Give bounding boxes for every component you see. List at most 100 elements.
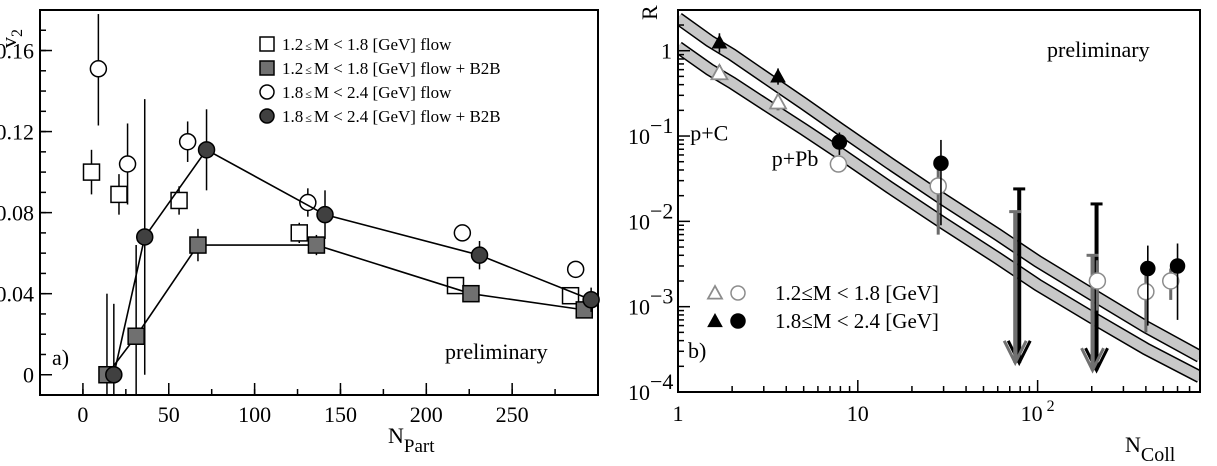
x-tick-base: 1 [673,401,684,426]
legend-label-low: 1.8 [282,83,303,102]
legend-label-le: ≤ [305,39,312,53]
y-tick-base: 10 [628,380,650,405]
data-point [770,68,786,83]
y-tick-label: 0.12 [0,120,34,145]
legend-label-le: ≤ [305,63,312,77]
x-tick-label: 10 2 [1021,398,1055,426]
x-tick-base: 10 [847,401,869,426]
data-point [135,228,154,246]
x-axis-label-sub: Part [404,436,435,457]
data-point [462,284,480,303]
data-point [566,260,585,279]
x-axis-label-main: N [1125,432,1141,457]
series-b-1 [711,33,786,85]
data-point [1088,272,1107,290]
legend-marker [707,312,723,328]
preliminary-label: preliminary [1047,37,1150,62]
x-tick-label: 100 [238,402,271,427]
collision-system-label: p+C [690,121,728,146]
y-tick-label: 10 [628,295,650,320]
data-point [1161,272,1180,290]
x-tick-label: 50 [158,402,180,427]
y-tick-base: 10 [628,209,650,234]
legend-marker [730,285,746,301]
y-tick-label: 0 [23,363,34,388]
y-tick-base: 1 [661,39,672,64]
data-point [831,134,848,150]
x-tick-label: 200 [410,402,443,427]
data-point [82,163,101,181]
data-point [1137,282,1155,301]
preliminary-label: preliminary [445,339,548,364]
series-b-3 [831,132,1186,326]
y-tick-label: 10 [628,124,650,149]
data-point [768,92,788,110]
data-point [1140,260,1156,277]
series-0 [82,149,580,305]
legend: 1.2≤M < 1.8 [GeV] 1.8≤M < 2.4 [GeV] [706,281,939,333]
series-3 [105,99,600,394]
data-point [829,155,848,173]
x-tick-exp: 2 [1047,398,1055,415]
y-tick-exp: −4 [650,369,673,394]
limit-head [1006,340,1032,367]
plot-frame [677,9,1201,393]
legend-label: 1.8 ≤ M < 2.4 [GeV] flow [282,83,452,102]
y-tick-label: 1 [661,39,672,64]
y-tick-exp-value: −4 [650,369,673,394]
y-tick-exp: −1 [650,113,673,138]
series-b-2 [829,155,1180,333]
legend-marker [259,60,275,76]
legend-label: 1.8≤M < 2.4 [GeV] [775,309,939,333]
y-tick-exp-value: −1 [650,113,673,138]
panel-a: 0 50 100 150 200 250 0 0.04 0.08 0.12 0.16v2 NPart a… [0,9,600,457]
series-b-0 [709,63,788,111]
y-tick-label: 0.04 [0,282,34,307]
legend-label: 1.2≤M < 1.8 [GeV] [775,281,939,305]
legend-label: 1.2 ≤ M < 1.8 [GeV] flow + B2B [282,59,501,78]
data-point [709,63,729,81]
limit-head [1002,340,1028,367]
data-point [711,34,728,49]
data-point [127,327,145,345]
y-tick-exp: −3 [650,284,673,309]
y-axis-label-sub: 2 [9,29,26,37]
y-axis-label: v2 [0,29,26,48]
data-point [290,224,309,242]
y-tick-label: 10 [628,209,650,234]
x-tick-label: 150 [324,402,357,427]
legend-label: 1.2 ≤ M < 1.8 [GeV] flow [282,35,452,54]
collision-system-label: p+Pb [772,146,819,171]
data-point [453,224,472,242]
data-point [299,193,317,212]
legend-label-low: 1.8 [282,107,303,126]
legend-marker [259,108,275,124]
data-point [118,155,137,173]
legend-marker [730,313,746,329]
y-tick-exp-value: −3 [650,284,673,309]
data-point [307,236,326,254]
legend-label-low: 1.2 [282,35,303,54]
legend-label-rest: M < 1.8 [GeV] flow + B2B [314,59,501,78]
data-point [170,191,188,210]
limit-head [1080,347,1105,374]
x-axis-label: NColl [1125,432,1176,466]
data-point [89,60,108,78]
limit-head [1084,347,1109,374]
y-axis-label-main: v [0,37,21,48]
data-point [197,141,216,159]
series-2 [89,14,585,279]
plot-frame [39,9,599,396]
legend-label-rest: M < 2.4 [GeV] flow [314,83,452,102]
data-point [933,155,949,171]
data-point [561,286,580,305]
data-point [110,185,128,204]
data-point [582,291,600,309]
legend-label-le: ≤ [305,111,312,125]
y-tick-label: 0.08 [0,201,34,226]
x-tick-label: 250 [496,402,529,427]
x-axis-label-sub: Coll [1141,444,1176,466]
data-point [189,236,207,254]
